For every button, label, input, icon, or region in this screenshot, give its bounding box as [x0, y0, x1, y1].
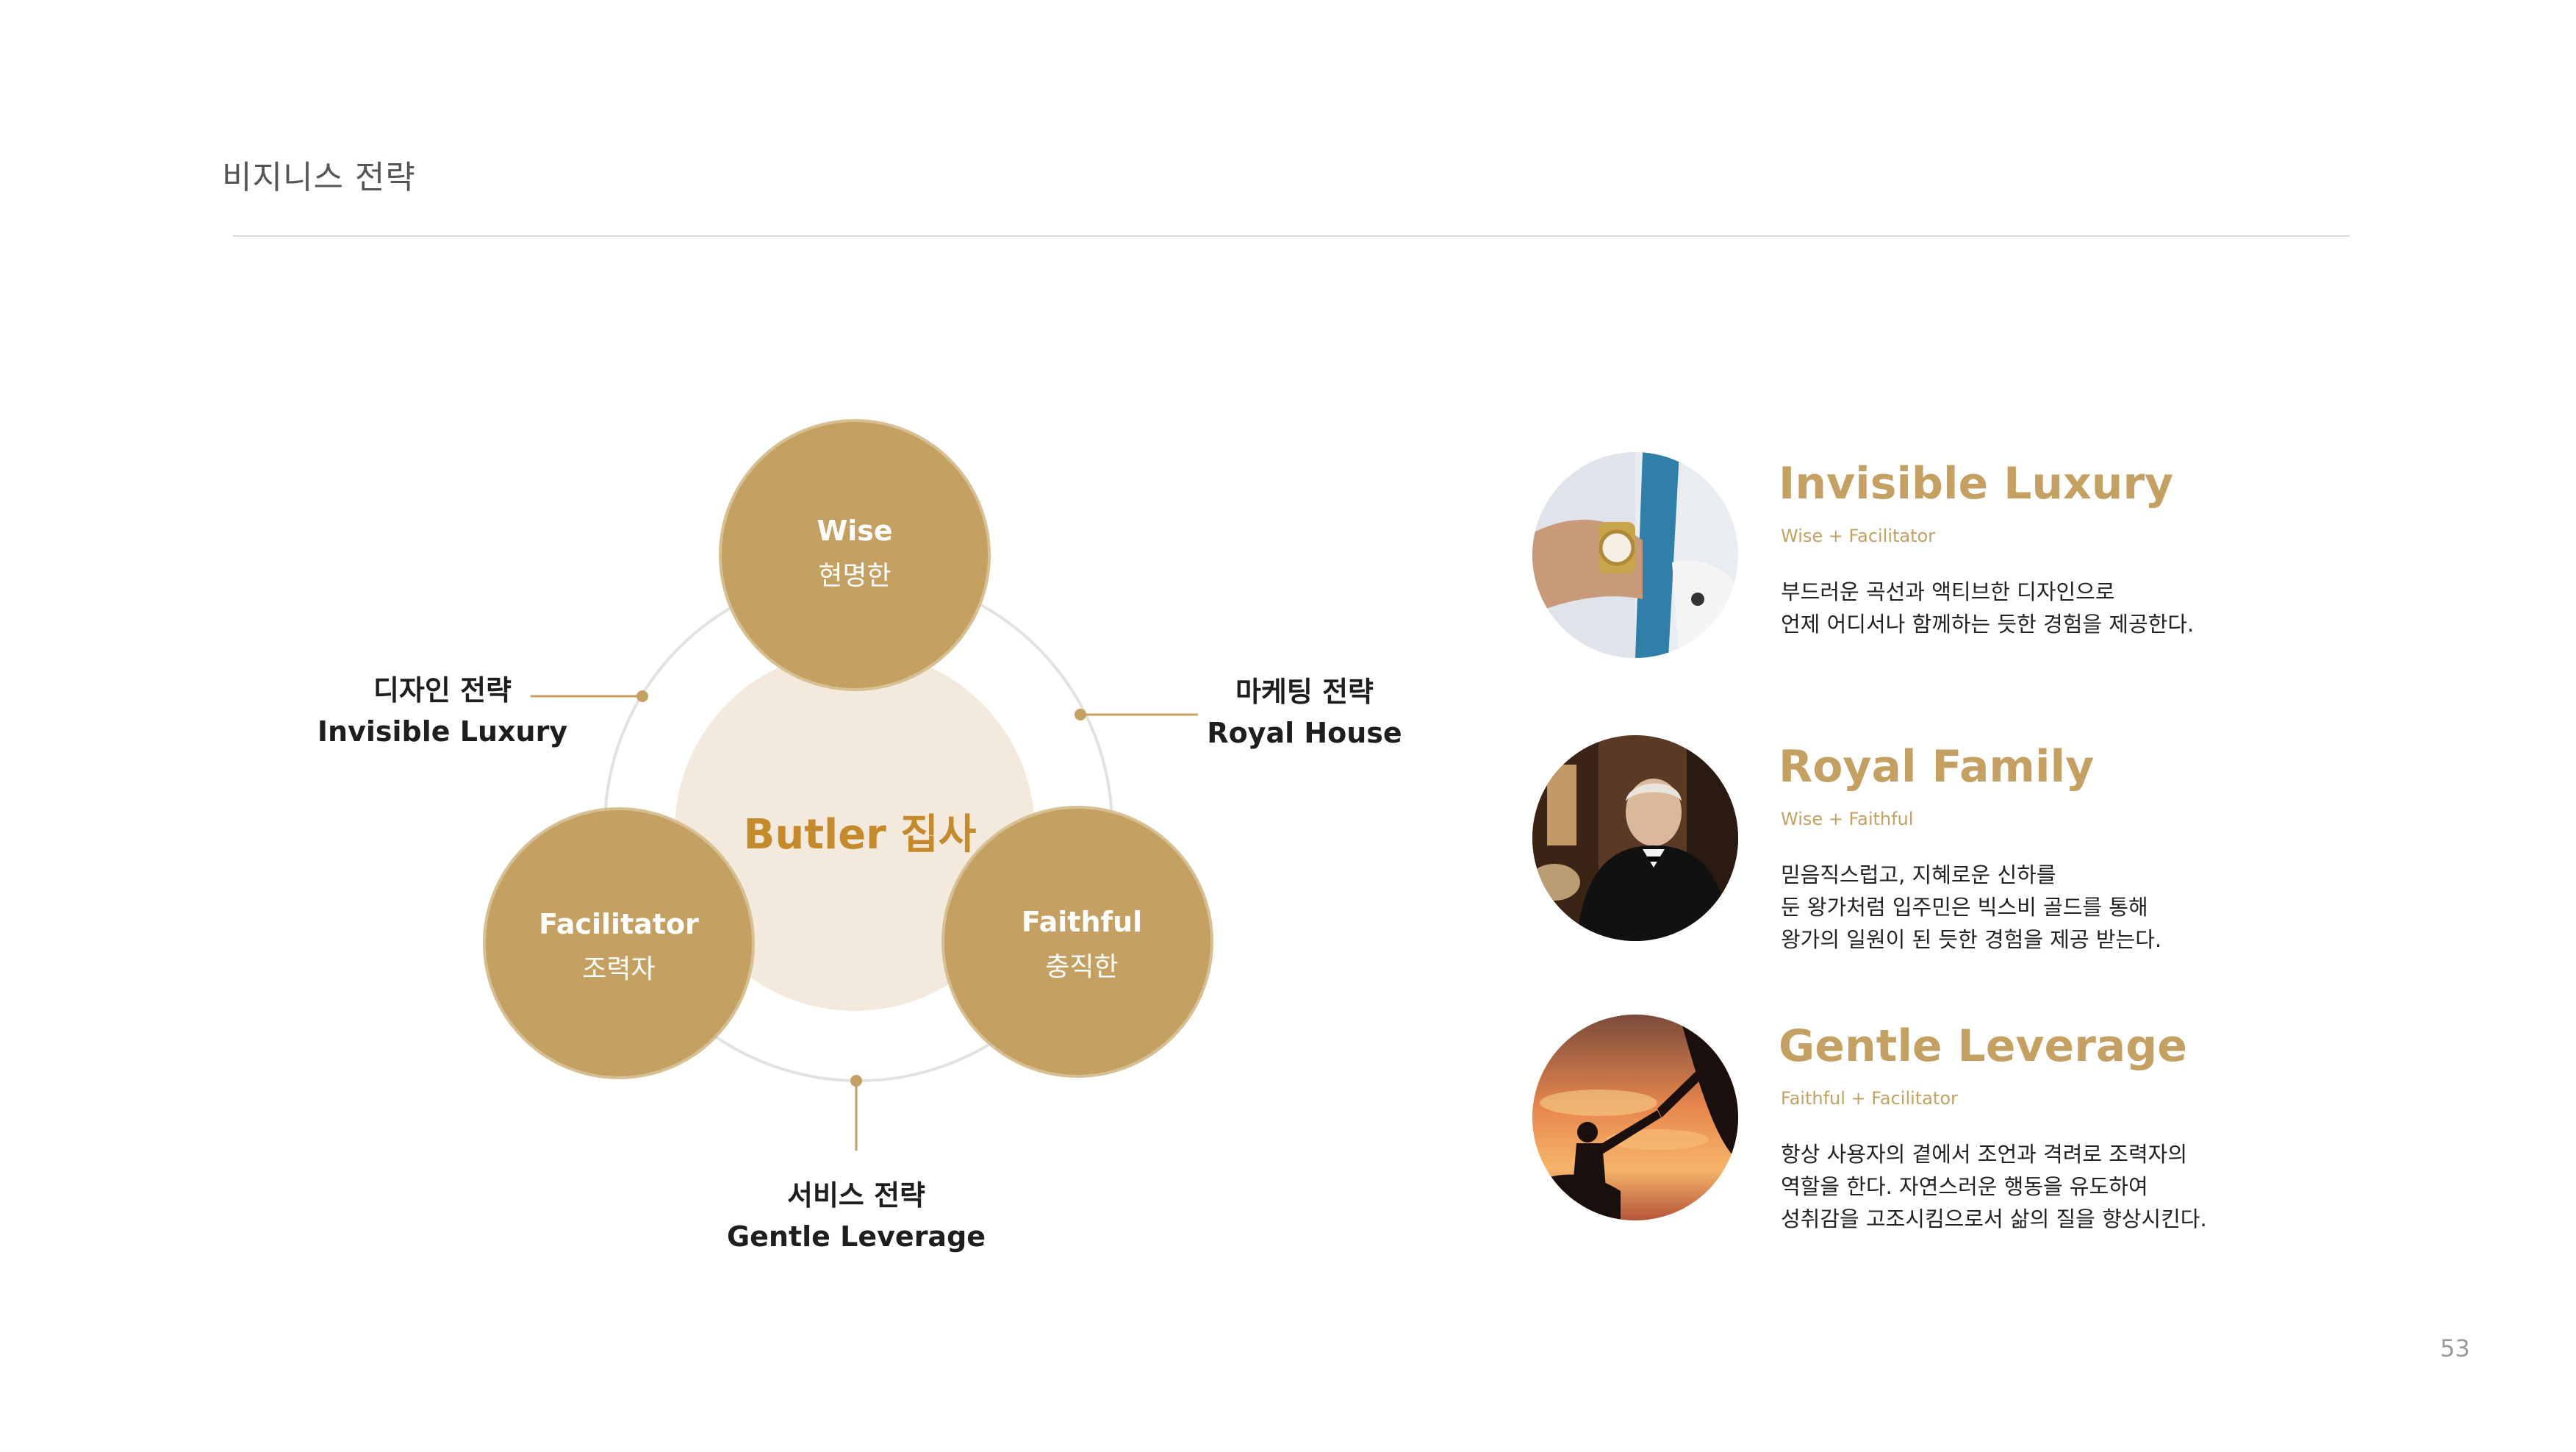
circle-facilitator-ko: 조력자: [582, 954, 656, 984]
strategy-service-en: Gentle Leverage: [726, 1220, 986, 1253]
circle-faithful: [941, 806, 1213, 1078]
feature-subtitle: Wise + Faithful: [1781, 809, 1914, 829]
feature-description-line: 둔 왕가처럼 입주민은 빅스비 골드를 통해: [1781, 895, 2148, 920]
feature-gentle-leverage: Gentle Leverage Faithful + Facilitator 항…: [1532, 1015, 2488, 1235]
feature-description: 부드러운 곡선과 액티브한 디자인으로 언제 어디서나 함께하는 듯한 경험을 …: [1781, 576, 2194, 640]
connector-dot-service: [850, 1075, 862, 1087]
feature-description-line: 언제 어디서나 함께하는 듯한 경험을 제공한다.: [1781, 612, 2195, 637]
feature-royal-family: Royal Family Wise + Faithful 믿음직스럽고, 지혜로…: [1532, 735, 2488, 956]
feature-subtitle: Wise + Facilitator: [1781, 526, 1936, 546]
circle-wise: [719, 419, 991, 691]
sunset-climbers-photo: [1532, 1015, 1738, 1220]
header-divider: [233, 235, 2350, 237]
feature-title: Invisible Luxury: [1779, 458, 2174, 509]
circle-faithful-label: Faithful 충직한: [1022, 906, 1142, 984]
feature-description-line: 왕가의 일원이 된 듯한 경험을 제공 받는다.: [1781, 927, 2162, 952]
circle-wise-label: Wise 현명한: [817, 515, 892, 593]
page-number: 53: [2440, 1334, 2470, 1362]
watch-cufflink-photo: [1532, 452, 1738, 658]
center-label: Butler 집사: [743, 811, 977, 859]
circle-faithful-ko: 충직한: [1045, 952, 1119, 982]
feature-description-line: 믿음직스럽고, 지혜로운 신하를: [1781, 862, 2056, 887]
feature-invisible-luxury: Invisible Luxury Wise + Facilitator 부드러운…: [1532, 452, 2488, 673]
feature-subtitle: Faithful + Facilitator: [1781, 1088, 1958, 1109]
circle-wise-en: Wise: [817, 515, 893, 547]
feature-title: Royal Family: [1779, 741, 2095, 793]
strategy-service: 서비스 전략 Gentle Leverage: [727, 1173, 986, 1253]
feature-description-line: 역할을 한다. 자연스러운 행동을 유도하여: [1781, 1174, 2148, 1199]
circle-facilitator-en: Facilitator: [539, 908, 699, 940]
feature-description: 항상 사용자의 곁에서 조언과 격려로 조력자의 역할을 한다. 자연스러운 행…: [1781, 1138, 2207, 1235]
feature-title: Gentle Leverage: [1779, 1020, 2187, 1072]
butler-photo: [1532, 735, 1738, 941]
strategy-design-en: Invisible Luxury: [317, 715, 568, 748]
connector-dot-marketing: [1074, 709, 1086, 720]
feature-description-line: 항상 사용자의 곁에서 조언과 격려로 조력자의: [1781, 1142, 2188, 1167]
circle-wise-ko: 현명한: [818, 561, 891, 591]
strategy-design: 디자인 전략 Invisible Luxury: [317, 668, 567, 748]
feature-description-line: 부드러운 곡선과 액티브한 디자인으로: [1781, 579, 2115, 604]
circle-faithful-en: Faithful: [1021, 906, 1143, 938]
strategy-marketing: 마케팅 전략 Royal House: [1207, 669, 1402, 749]
strategy-service-ko: 서비스 전략: [786, 1179, 926, 1212]
strategy-marketing-en: Royal House: [1207, 717, 1402, 749]
diagram-graphics: [483, 419, 1213, 1151]
connector-dot-design: [636, 690, 648, 702]
circle-facilitator-label: Facilitator 조력자: [539, 908, 699, 986]
strategy-marketing-ko: 마케팅 전략: [1235, 676, 1374, 708]
feature-description: 믿음직스럽고, 지혜로운 신하를 둔 왕가처럼 입주민은 빅스비 골드를 통해 …: [1781, 859, 2161, 956]
page-title: 비지니스 전략: [222, 159, 416, 196]
circle-facilitator: [483, 807, 755, 1079]
strategy-design-ko: 디자인 전략: [373, 674, 512, 707]
butler-strategy-diagram: Wise 현명한 Facilitator 조력자 Faithful 충직한 Bu…: [317, 419, 1402, 1253]
feature-description-line: 성취감을 고조시킴으로서 삶의 질을 향상시킨다.: [1781, 1206, 2207, 1231]
